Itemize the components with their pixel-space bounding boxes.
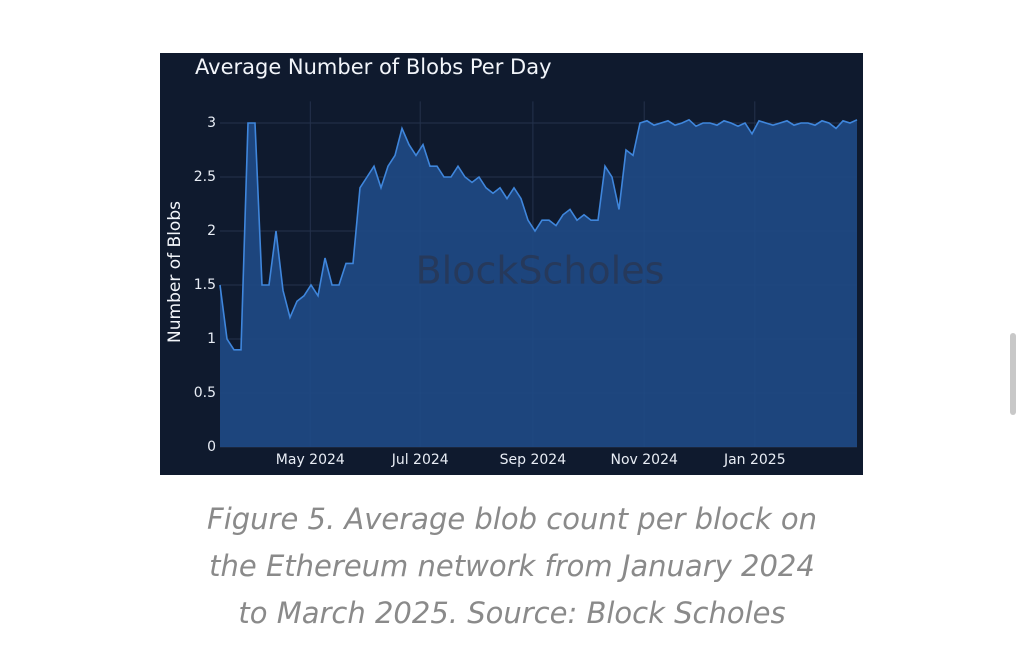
y-tick-label: 1 [207, 331, 216, 347]
caption-line: Figure 5. Average blob count per block o… [207, 502, 817, 536]
y-tick-label: 2 [207, 223, 216, 239]
x-tick-label: May 2024 [276, 452, 345, 468]
y-tick-label: 0.5 [194, 385, 216, 401]
x-tick-label: Nov 2024 [610, 452, 677, 468]
y-tick-label: 3 [207, 115, 216, 131]
caption-line: the Ethereum network from January 2024 [209, 549, 815, 583]
y-axis-label: Number of Blobs [165, 201, 185, 343]
line [219, 118, 858, 351]
x-tick-label: Jan 2025 [723, 452, 786, 468]
area-fill [220, 119, 857, 448]
x-tick-label: Jul 2024 [391, 452, 449, 468]
y-tick-label: 2.5 [194, 169, 216, 185]
caption-line: to March 2025. Source: Block Scholes [238, 596, 785, 630]
chart-title: Average Number of Blobs Per Day [195, 55, 552, 79]
y-tick-label: 1.5 [194, 277, 216, 293]
watermark: BlockScholes [416, 249, 665, 293]
y-tick-label: 0 [207, 439, 216, 455]
x-tick-label: Sep 2024 [500, 452, 567, 468]
scrollbar [1010, 333, 1016, 415]
